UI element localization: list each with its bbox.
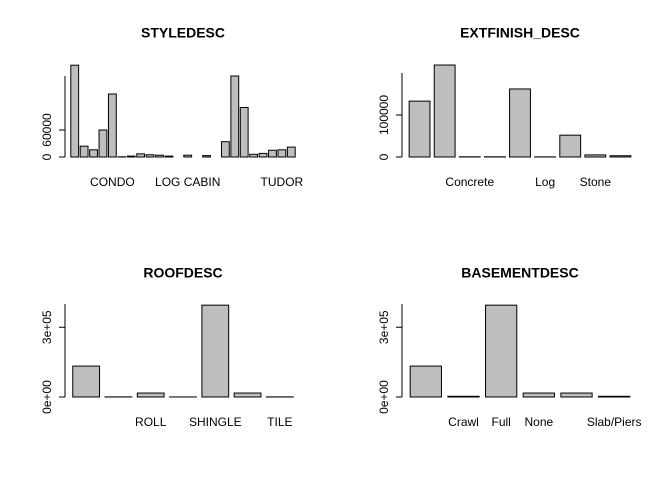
x-tick-label: Slab/Piers [587, 415, 642, 429]
bar [233, 392, 262, 398]
bar [286, 146, 296, 158]
bar [136, 153, 146, 158]
y-tick-label: 0e+00 [377, 380, 391, 414]
y-tick-label: 3e+05 [377, 310, 391, 344]
bar [509, 88, 531, 158]
y-tick-label: 60000 [40, 113, 54, 147]
bar [220, 141, 230, 158]
bar [277, 149, 287, 158]
bar [70, 64, 80, 158]
bar [183, 154, 193, 158]
bar [164, 155, 174, 158]
bar [98, 129, 108, 158]
bar [447, 395, 480, 398]
bar [107, 93, 117, 158]
x-tick-label: Log [535, 175, 555, 189]
x-tick-label: TUDOR [261, 175, 304, 189]
bar [560, 392, 593, 398]
bar [126, 155, 136, 158]
bar [258, 152, 268, 158]
x-tick-label: Stone [580, 175, 612, 189]
bar [409, 365, 442, 398]
bar [609, 155, 632, 158]
bar [433, 64, 456, 158]
bar [239, 107, 249, 158]
x-tick-label: CONDO [90, 175, 135, 189]
y-tick-label: 0 [40, 153, 54, 160]
bar [201, 304, 230, 398]
y-tick-label: 0e+00 [40, 380, 54, 414]
bar [136, 392, 165, 398]
chart-title: STYLEDESC [141, 25, 225, 41]
x-tick-label: Crawl [448, 415, 479, 429]
chart-title: EXTFINISH_DESC [460, 25, 580, 41]
bar [89, 149, 98, 158]
x-tick-label: None [524, 415, 553, 429]
bar [268, 149, 277, 158]
chart-title: ROOFDESC [143, 265, 222, 281]
y-tick-label: 3e+05 [40, 310, 54, 344]
bar [522, 392, 555, 398]
bar [230, 75, 240, 158]
bar [249, 153, 259, 158]
bar [72, 365, 101, 398]
bar [408, 100, 431, 158]
bar [559, 134, 582, 158]
x-tick-label: ROLL [135, 415, 167, 429]
bar [155, 154, 164, 158]
bar [202, 155, 211, 158]
bar [145, 154, 155, 158]
bar [485, 304, 518, 398]
y-tick-label: 100000 [377, 95, 391, 135]
x-tick-label: TILE [267, 415, 292, 429]
bar [79, 145, 89, 158]
x-tick-label: SHINGLE [189, 415, 242, 429]
bar [584, 154, 607, 158]
x-tick-label: Full [491, 415, 510, 429]
bar [598, 395, 631, 398]
y-tick-label: 0 [377, 153, 391, 160]
x-tick-label: Concrete [445, 175, 494, 189]
x-tick-label: LOG CABIN [155, 175, 220, 189]
chart-title: BASEMENTDESC [461, 265, 578, 281]
